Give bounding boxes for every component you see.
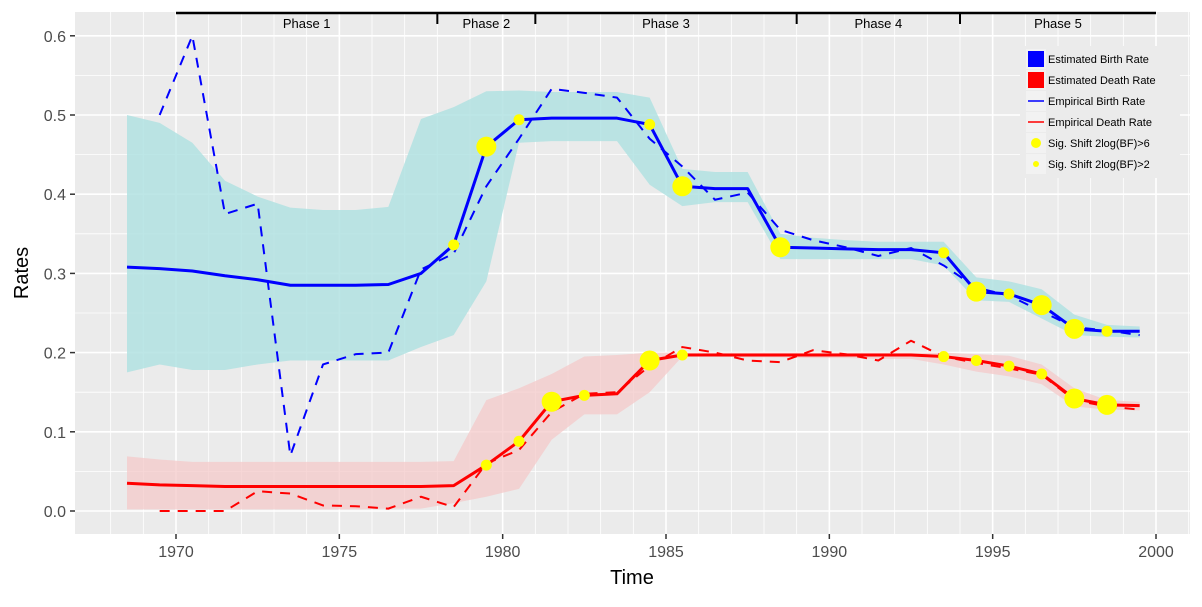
legend-label: Empirical Death Rate	[1048, 117, 1152, 129]
phase-label: Phase 3	[642, 16, 690, 31]
x-axis-title: Time	[610, 567, 654, 589]
legend-label: Sig. Shift 2log(BF)>6	[1048, 138, 1150, 150]
death-shift-point	[541, 391, 562, 412]
x-tick-label: 1975	[322, 544, 358, 561]
birth-shift-point	[1003, 288, 1015, 300]
birth-shift-point	[770, 237, 791, 258]
legend-dot	[1033, 161, 1039, 167]
legend: Estimated Birth Rate Estimated Death Rate…	[1020, 46, 1180, 178]
birth-shift-point	[1064, 318, 1085, 339]
axes: 0.0 0.1 0.2 0.3 0.4 0.5 0.6 1970 1975 1980 1985 199…	[44, 29, 1174, 561]
y-tick-label: 0.5	[44, 108, 66, 125]
y-tick-label: 0.2	[44, 346, 66, 363]
y-tick-label: 0.6	[44, 29, 66, 46]
death-shift-point	[480, 459, 492, 471]
phase-bar: Phase 1 Phase 2 Phase 3 Phase 4 Phase 5	[176, 11, 1157, 31]
birth-shift-point	[1101, 325, 1113, 337]
birth-shift-point	[513, 114, 525, 126]
legend-swatch	[1028, 72, 1044, 88]
y-tick-label: 0.0	[44, 504, 66, 521]
y-tick-label: 0.3	[44, 266, 66, 283]
y-tick-label: 0.1	[44, 425, 66, 442]
death-shift-point	[1003, 360, 1015, 372]
death-shift-point	[970, 355, 982, 367]
birth-shift-point	[476, 136, 497, 157]
y-axis-title: Rates	[11, 247, 33, 299]
legend-dot	[1031, 138, 1041, 148]
phase-label: Phase 5	[1034, 16, 1082, 31]
death-shift-point	[578, 389, 590, 401]
legend-background	[1020, 46, 1180, 178]
birth-shift-point	[938, 247, 950, 259]
y-tick-label: 0.4	[44, 187, 66, 204]
phase-label: Phase 4	[854, 16, 902, 31]
x-tick-label: 1970	[158, 544, 194, 561]
birth-shift-point	[672, 176, 693, 197]
death-rate-band	[126, 352, 1140, 510]
legend-label: Sig. Shift 2log(BF)>2	[1048, 159, 1150, 171]
death-shift-point	[1097, 394, 1118, 415]
death-shift-point	[639, 350, 660, 371]
birth-shift-point	[448, 239, 460, 251]
confidence-bands	[126, 90, 1140, 510]
death-shift-point	[938, 351, 950, 363]
phase-label: Phase 1	[283, 16, 331, 31]
birth-shift-point	[966, 281, 987, 302]
legend-label: Empirical Birth Rate	[1048, 96, 1145, 108]
death-shift-point	[1036, 368, 1048, 380]
x-tick-label: 1980	[485, 544, 521, 561]
legend-label: Estimated Death Rate	[1048, 75, 1156, 87]
x-tick-label: 1990	[812, 544, 848, 561]
x-tick-label: 1985	[648, 544, 684, 561]
birth-shift-point	[644, 119, 656, 131]
phase-label: Phase 2	[462, 16, 510, 31]
shift-points	[448, 114, 1118, 471]
birth-shift-point	[1031, 295, 1052, 316]
x-tick-label: 2000	[1138, 544, 1174, 561]
death-shift-point	[513, 435, 525, 447]
death-shift-point	[676, 349, 688, 361]
birth-rate-band	[126, 90, 1140, 373]
legend-label: Estimated Birth Rate	[1048, 54, 1149, 66]
death-shift-point	[1064, 388, 1085, 409]
x-tick-label: 1995	[975, 544, 1011, 561]
legend-swatch	[1028, 51, 1044, 67]
